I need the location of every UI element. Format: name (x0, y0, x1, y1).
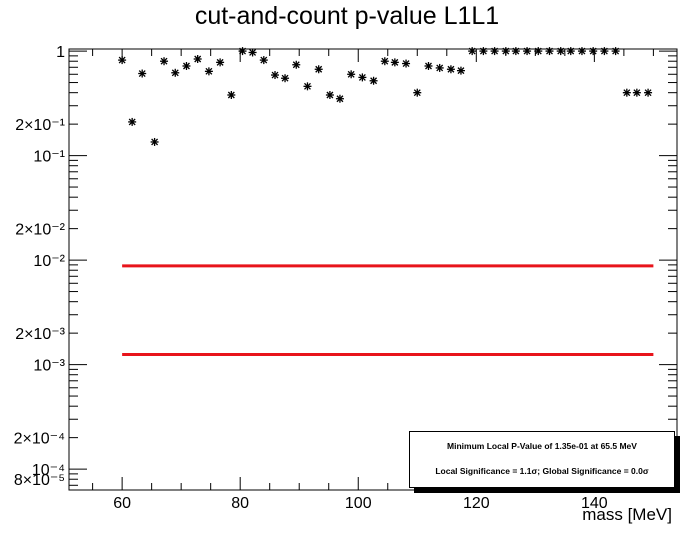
y-tick-label: 2×10⁻¹ (15, 117, 65, 134)
stats-significance: Local Significance = 1.1σ; Global Signif… (435, 466, 649, 476)
x-tick-label: 140 (581, 495, 608, 512)
data-point (314, 65, 323, 74)
data-point (435, 63, 444, 72)
data-point (632, 88, 641, 97)
y-tick-label: 10⁻⁴ (32, 462, 65, 479)
data-point (501, 47, 510, 56)
data-point (227, 91, 236, 100)
data-point (347, 70, 356, 79)
data-point (303, 82, 312, 91)
data-point (138, 69, 147, 78)
data-point (369, 76, 378, 85)
data-point (424, 61, 433, 70)
data-point (118, 56, 127, 65)
stats-min-pvalue: Minimum Local P-Value of 1.35e-01 at 65.… (447, 441, 637, 451)
data-point (182, 61, 191, 70)
data-point (577, 47, 586, 56)
data-point (600, 47, 609, 56)
data-point (335, 94, 344, 103)
chart-title: cut-and-count p-value L1L1 (194, 2, 500, 30)
data-point (259, 56, 268, 65)
y-tick-label: 1 (56, 44, 65, 61)
data-point (325, 91, 334, 100)
data-point (468, 47, 477, 56)
y-tick-label: 10⁻¹ (33, 149, 65, 166)
data-point (589, 47, 598, 56)
x-tick-label: 80 (231, 495, 249, 512)
data-point (292, 60, 301, 69)
data-point (545, 47, 554, 56)
data-point (402, 59, 411, 68)
data-point (479, 47, 488, 56)
data-point (511, 47, 520, 56)
data-point (128, 117, 137, 126)
y-tick-label: 2×10⁻³ (15, 326, 65, 343)
data-point (216, 58, 225, 67)
stats-box: Minimum Local P-Value of 1.35e-01 at 65.… (409, 431, 675, 488)
x-axis-label: mass [MeV] (582, 505, 672, 524)
data-point (456, 66, 465, 75)
data-point (281, 74, 290, 83)
data-point (171, 68, 180, 77)
y-tick-label: 10⁻² (33, 253, 65, 270)
data-point (644, 88, 653, 97)
data-point (358, 73, 367, 82)
y-tick-label: 2×10⁻² (15, 222, 65, 239)
data-point (611, 47, 620, 56)
data-point (566, 47, 575, 56)
data-point (413, 88, 422, 97)
x-tick-label: 120 (463, 495, 490, 512)
data-point (622, 88, 631, 97)
data-point (193, 55, 202, 64)
data-point (534, 47, 543, 56)
data-point (446, 65, 455, 74)
y-tick-label: 10⁻³ (33, 358, 65, 375)
plot-frame (68, 48, 678, 491)
y-tick-label: 2×10⁻⁴ (14, 431, 65, 448)
data-point (380, 57, 389, 66)
data-point (238, 47, 247, 56)
data-point (248, 48, 257, 57)
data-point (390, 58, 399, 67)
data-point (271, 71, 280, 80)
data-point (556, 47, 565, 56)
data-point (160, 57, 169, 66)
data-point (204, 67, 213, 76)
x-tick-label: 100 (345, 495, 372, 512)
data-point (523, 47, 532, 56)
data-point (490, 47, 499, 56)
y-tick-label: 8×10⁻⁵ (14, 472, 65, 489)
x-tick-label: 60 (113, 495, 131, 512)
data-point (150, 137, 159, 146)
